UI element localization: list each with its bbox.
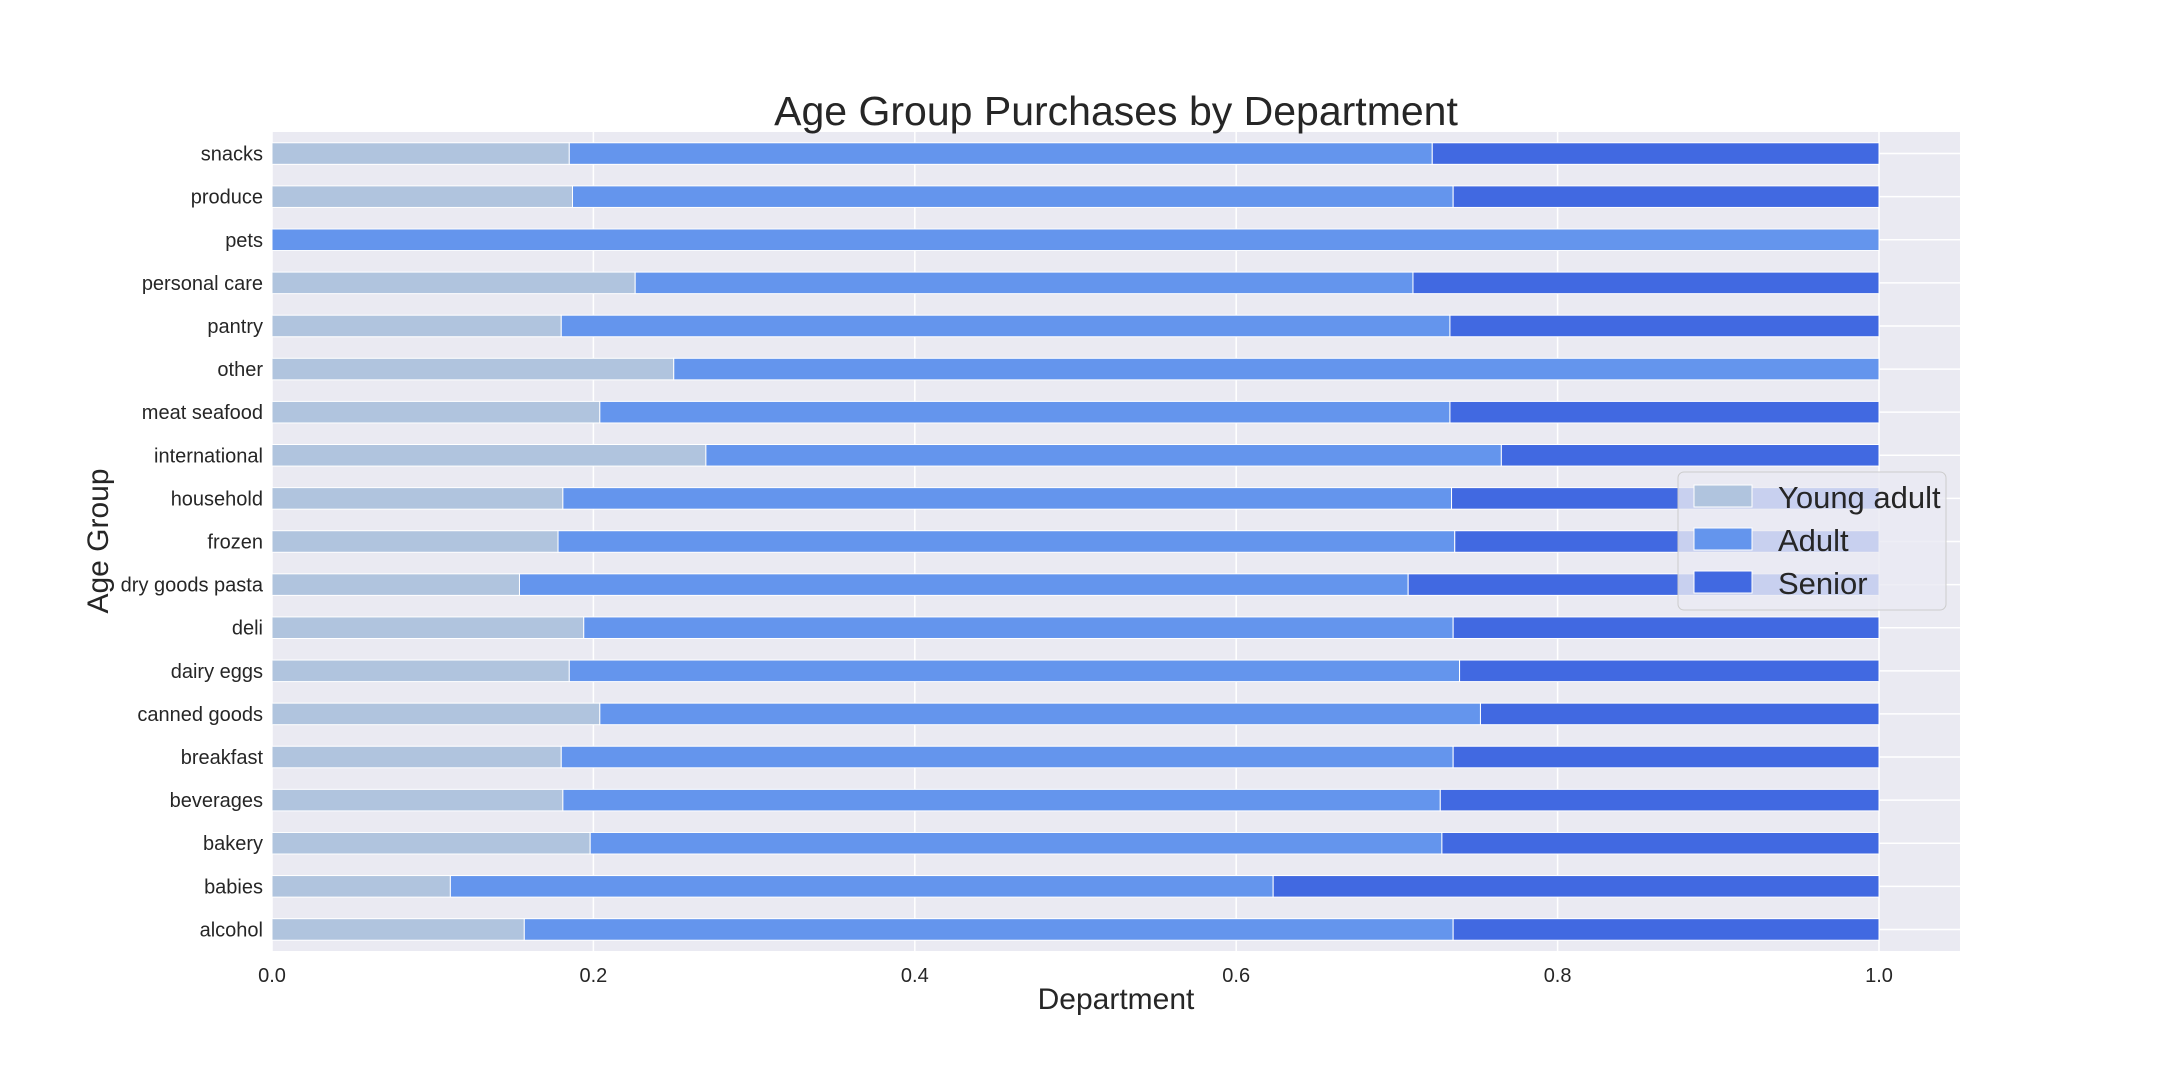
x-axis-label: Department [1038, 983, 1195, 1016]
bar-young-adult-dry-goods-pasta [271, 573, 520, 596]
bar-young-adult-bakery [271, 831, 591, 855]
y-tick-label: pantry [207, 316, 263, 338]
y-tick-label: babies [204, 876, 263, 898]
legend-label: Adult [1778, 523, 1849, 558]
x-tick-label: 0.2 [579, 965, 607, 987]
bar-senior-produce [1452, 185, 1880, 208]
bar-adult-pets [271, 228, 1880, 252]
x-tick-label: 0.0 [258, 965, 286, 987]
bar-young-adult-deli [271, 616, 585, 639]
bar-senior-bakery [1441, 831, 1880, 855]
bar-young-adult-household [271, 487, 564, 510]
bar-adult-breakfast [560, 745, 1454, 769]
bar-young-adult-breakfast [271, 745, 562, 769]
legend-label: Young adult [1778, 480, 1941, 515]
bar-adult-dairy-eggs [568, 659, 1461, 683]
bar-young-adult-produce [271, 185, 574, 208]
y-tick-label: personal care [142, 273, 263, 295]
bar-young-adult-other [271, 357, 675, 381]
y-tick-label: dry goods pasta [121, 575, 264, 597]
bar-young-adult-snacks [271, 142, 570, 165]
bar-adult-snacks [568, 142, 1433, 165]
bar-senior-canned-goods [1479, 702, 1880, 726]
legend-label: Senior [1778, 566, 1868, 601]
x-tick-label: 1.0 [1865, 965, 1893, 987]
chart-title: Age Group Purchases by Department [774, 88, 1458, 134]
bar-senior-personal-care [1412, 271, 1880, 295]
y-tick-labels: alcohol babies bakery beverages breakfast can… [121, 144, 264, 942]
y-tick-label: dairy eggs [171, 661, 263, 683]
y-tick-label: frozen [207, 532, 263, 554]
bar-young-adult-canned-goods [271, 702, 601, 726]
bar-young-adult-pantry [271, 314, 562, 338]
y-tick-label: pets [225, 230, 263, 252]
bar-adult-beverages [562, 788, 1441, 812]
bar-young-adult-frozen [271, 530, 559, 553]
bar-young-adult-meat-seafood [271, 400, 601, 424]
bar-senior-deli [1452, 616, 1880, 639]
y-tick-label: breakfast [181, 747, 264, 769]
bar-adult-meat-seafood [599, 400, 1451, 424]
bar-young-adult-beverages [271, 788, 564, 812]
bar-adult-other [673, 357, 1880, 381]
bar-young-adult-international [271, 444, 707, 467]
legend-swatch [1693, 527, 1753, 551]
bar-senior-babies [1272, 875, 1880, 898]
bar-senior-snacks [1431, 142, 1880, 165]
y-tick-label: beverages [170, 790, 263, 812]
bar-adult-alcohol [523, 918, 1454, 941]
x-tick-label: 0.8 [1544, 965, 1572, 987]
y-tick-label: canned goods [137, 704, 263, 726]
bar-senior-meat-seafood [1449, 400, 1880, 424]
bar-senior-breakfast [1452, 745, 1880, 769]
y-tick-label: deli [232, 618, 263, 640]
bar-adult-dry-goods-pasta [518, 573, 1409, 596]
y-tick-label: household [171, 488, 263, 510]
y-tick-label: other [217, 359, 263, 381]
y-tick-label: alcohol [200, 919, 263, 941]
bar-young-adult-babies [271, 875, 451, 898]
bar-adult-personal-care [634, 271, 1414, 295]
bar-senior-alcohol [1452, 918, 1880, 941]
legend-swatch [1693, 484, 1753, 508]
bar-senior-pantry [1449, 314, 1880, 338]
bar-adult-canned-goods [599, 702, 1481, 726]
y-tick-label: produce [191, 187, 263, 209]
y-tick-label: meat seafood [142, 402, 263, 424]
bar-young-adult-personal-care [271, 271, 636, 295]
bar-adult-international [705, 444, 1502, 467]
legend: Young adult Adult Senior [1677, 471, 1947, 611]
bar-adult-babies [449, 875, 1274, 898]
bar-adult-household [562, 487, 1453, 510]
bar-young-adult-alcohol [271, 918, 525, 941]
bar-adult-frozen [557, 530, 1456, 553]
bars [271, 142, 1880, 941]
y-tick-label: snacks [201, 144, 263, 166]
x-tick-label: 0.6 [1222, 965, 1250, 987]
bar-adult-bakery [589, 831, 1443, 855]
bar-senior-beverages [1439, 788, 1880, 812]
bar-senior-dairy-eggs [1459, 659, 1880, 683]
y-tick-label: bakery [203, 833, 263, 855]
legend-swatch [1693, 570, 1753, 594]
bar-adult-pantry [560, 314, 1451, 338]
x-tick-labels: 0.0 0.2 0.4 0.6 0.8 1.0 [258, 965, 1893, 987]
bar-adult-deli [583, 616, 1454, 639]
x-tick-label: 0.4 [901, 965, 929, 987]
y-tick-label: international [154, 445, 263, 467]
bar-adult-produce [572, 185, 1454, 208]
y-axis-label: Age Group [82, 468, 115, 613]
bar-young-adult-dairy-eggs [271, 659, 570, 683]
bar-senior-international [1500, 444, 1880, 467]
